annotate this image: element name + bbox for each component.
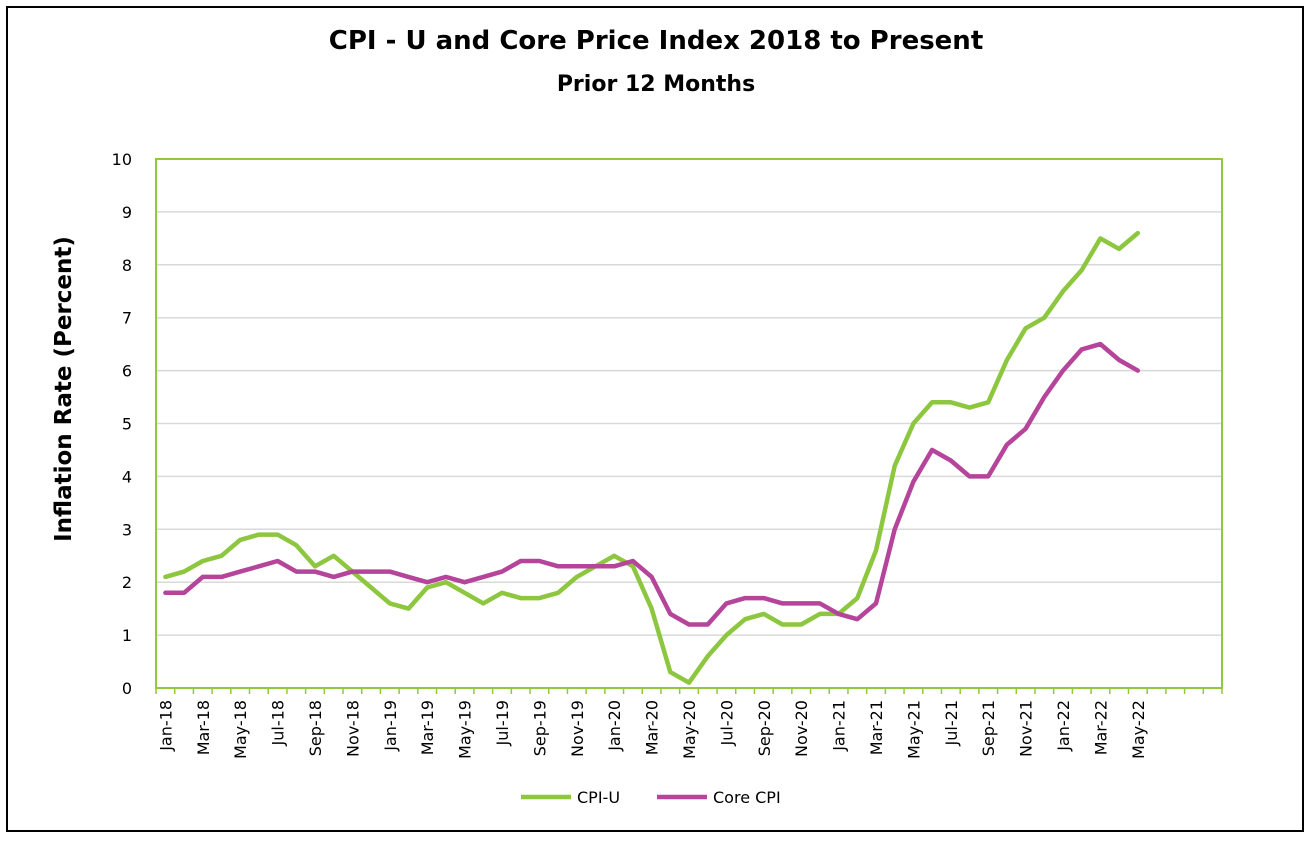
x-tick-label: Nov-20 <box>792 700 811 757</box>
legend: CPI-U Core CPI <box>521 788 781 807</box>
y-tick-label: 0 <box>122 679 132 698</box>
y-tick-label: 2 <box>122 573 132 592</box>
x-tick-label: Jul-20 <box>717 700 736 746</box>
gridlines <box>156 211 1222 636</box>
y-tick-label: 7 <box>122 309 132 328</box>
y-tick-label: 6 <box>122 362 132 381</box>
x-axis: Jan-18 Mar-18 May-18 Jul-18 Sep-18 Nov-18 Jan-… <box>155 688 1223 759</box>
x-tick-label: May-22 <box>1129 700 1148 759</box>
x-tick-label: Mar-18 <box>194 700 213 755</box>
y-tick-label: 3 <box>122 520 132 539</box>
chart-subtitle: Prior 12 Months <box>556 72 756 97</box>
series-line-core-cpi <box>163 341 1141 627</box>
x-tick-label: Nov-19 <box>568 700 587 757</box>
x-tick-label: Jan-20 <box>605 700 624 752</box>
legend-label-cpi-u: CPI-U <box>577 788 620 807</box>
x-tick-label: Mar-20 <box>643 700 662 755</box>
chart-frame <box>6 6 1304 832</box>
x-tick-label: Sep-20 <box>755 700 774 756</box>
y-tick-label: 8 <box>122 256 132 275</box>
x-tick-label: Jul-18 <box>269 700 288 746</box>
y-axis: 0 1 2 3 4 5 6 7 8 9 10 <box>112 150 132 698</box>
plot-area-border <box>155 158 1223 689</box>
y-tick-label: 1 <box>122 626 132 645</box>
x-tick-label: Nov-21 <box>1017 700 1036 757</box>
x-tick-label: Jan-21 <box>830 700 849 752</box>
series-line-cpi-u <box>163 230 1141 685</box>
x-tick-label: Sep-18 <box>306 700 325 756</box>
x-tick-label: Jan-19 <box>381 700 400 752</box>
x-tick-label: Jan-22 <box>1054 700 1073 752</box>
x-tick-label: Mar-22 <box>1091 700 1110 755</box>
y-axis-label: Inflation Rate (Percent) <box>51 236 77 542</box>
y-tick-label: 4 <box>122 467 132 486</box>
y-tick-label: 9 <box>122 203 132 222</box>
x-tick-label: May-20 <box>680 700 699 759</box>
x-tick-label: Jan-18 <box>156 700 175 752</box>
x-tick-label: Mar-19 <box>418 700 437 755</box>
chart-title: CPI - U and Core Price Index 2018 to Pre… <box>328 26 984 56</box>
x-tick-label: Nov-18 <box>343 700 362 757</box>
x-tick-label: May-21 <box>904 700 923 759</box>
x-tick-label: Jul-19 <box>493 700 512 746</box>
y-tick-label: 10 <box>112 150 132 169</box>
x-tick-label: May-18 <box>231 700 250 759</box>
y-tick-label: 5 <box>122 415 132 434</box>
series-lines <box>163 230 1141 685</box>
x-tick-label: Jul-21 <box>942 700 961 746</box>
x-tick-label: Sep-21 <box>979 700 998 756</box>
x-tick-label: Sep-19 <box>530 700 549 756</box>
legend-label-core-cpi: Core CPI <box>713 788 781 807</box>
x-tick-label: Mar-21 <box>867 700 886 755</box>
x-tick-label: May-19 <box>456 700 475 759</box>
